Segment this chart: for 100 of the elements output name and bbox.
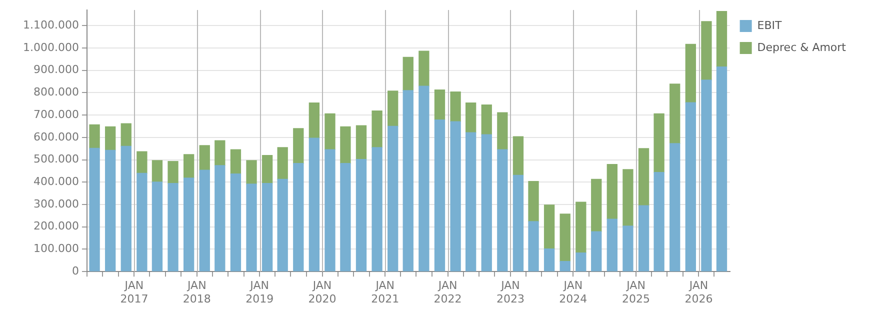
bar xyxy=(434,89,446,120)
bar xyxy=(701,21,712,80)
bar xyxy=(293,128,304,164)
bar xyxy=(324,113,336,150)
bar xyxy=(340,126,351,164)
bar xyxy=(136,172,148,272)
bar xyxy=(450,92,461,122)
y-tick-label: 700.000 xyxy=(33,108,79,121)
bar xyxy=(716,66,728,272)
bar xyxy=(497,112,508,150)
bar xyxy=(701,80,712,272)
bar xyxy=(183,178,194,272)
x-tick-label: JAN 2024 xyxy=(559,279,588,306)
x-tick-label: JAN 2017 xyxy=(120,279,148,306)
bar xyxy=(214,140,226,166)
x-tick-label: JAN 2019 xyxy=(246,279,274,306)
bar xyxy=(214,165,226,272)
bar xyxy=(230,174,242,272)
x-tick-label: JAN 2022 xyxy=(434,279,462,306)
bar xyxy=(308,138,320,272)
bar xyxy=(576,252,586,272)
x-tick-label: JAN 2026 xyxy=(684,279,713,306)
bar xyxy=(622,169,634,226)
bar xyxy=(497,149,508,272)
bar xyxy=(246,160,257,184)
y-tick-label: 1.000.000 xyxy=(23,40,79,54)
bar xyxy=(576,202,586,254)
y-tick-label: 300.000 xyxy=(33,197,79,210)
bar xyxy=(89,124,100,149)
bar xyxy=(544,248,555,272)
bar xyxy=(560,260,570,272)
bar xyxy=(388,90,398,127)
y-tick-label: 800.000 xyxy=(33,86,79,99)
bar xyxy=(262,155,273,184)
bar xyxy=(685,102,696,272)
bar xyxy=(606,218,618,272)
bar xyxy=(622,226,634,272)
y-tick-label: 200.000 xyxy=(33,220,79,233)
bar xyxy=(716,11,728,68)
bar xyxy=(512,174,524,272)
bar xyxy=(638,148,650,206)
bar xyxy=(418,50,430,86)
bar xyxy=(372,147,382,272)
bar xyxy=(388,126,398,272)
legend-label: EBIT xyxy=(757,18,782,32)
bar xyxy=(372,110,382,148)
y-tick-label: 500.000 xyxy=(33,152,79,166)
bar xyxy=(120,123,132,146)
x-tick-label: JAN 2021 xyxy=(371,279,400,306)
bar xyxy=(654,113,664,173)
bar xyxy=(152,160,163,182)
bar xyxy=(262,182,273,272)
bar xyxy=(105,150,116,272)
bar xyxy=(670,84,680,144)
bar xyxy=(544,204,555,250)
bar xyxy=(528,180,539,222)
bar xyxy=(183,154,194,178)
bar xyxy=(199,145,210,170)
bar xyxy=(560,214,570,262)
bar xyxy=(308,102,320,138)
bar xyxy=(418,86,430,272)
bar xyxy=(356,125,367,160)
y-tick-label: 100.000 xyxy=(33,242,79,256)
y-tick-label: 400.000 xyxy=(33,175,79,188)
bar xyxy=(152,182,163,272)
x-tick-label: JAN 2020 xyxy=(308,279,336,306)
bar xyxy=(528,221,539,272)
bar xyxy=(356,159,367,272)
bar xyxy=(136,151,148,174)
bar xyxy=(685,44,696,103)
bar xyxy=(638,205,650,272)
bar xyxy=(277,178,288,272)
y-tick-label: 1.100.000 xyxy=(23,18,79,32)
bar xyxy=(402,56,414,91)
y-tick-label: 900.000 xyxy=(33,63,79,76)
bar xyxy=(120,146,132,272)
bar xyxy=(293,163,304,272)
x-tick-label: JAN 2018 xyxy=(182,279,211,306)
x-tick-label: JAN 2023 xyxy=(496,279,524,306)
bar xyxy=(340,163,351,272)
bar xyxy=(402,90,414,272)
bar xyxy=(324,149,336,272)
bar xyxy=(246,184,257,272)
bar xyxy=(199,170,210,272)
x-tick-label: JAN 2025 xyxy=(622,279,650,306)
bar xyxy=(230,149,242,174)
bar xyxy=(512,136,524,176)
bar xyxy=(591,231,602,272)
bar xyxy=(481,104,492,135)
y-tick-label: 0 xyxy=(72,264,79,278)
bar xyxy=(168,182,178,272)
bar xyxy=(481,134,492,272)
bar xyxy=(277,147,288,180)
bar xyxy=(591,178,602,232)
bar xyxy=(434,119,446,272)
bar xyxy=(89,148,100,272)
y-tick-label: 600.000 xyxy=(33,130,79,144)
bar xyxy=(450,121,461,272)
bar xyxy=(168,161,178,184)
bar xyxy=(654,172,664,272)
